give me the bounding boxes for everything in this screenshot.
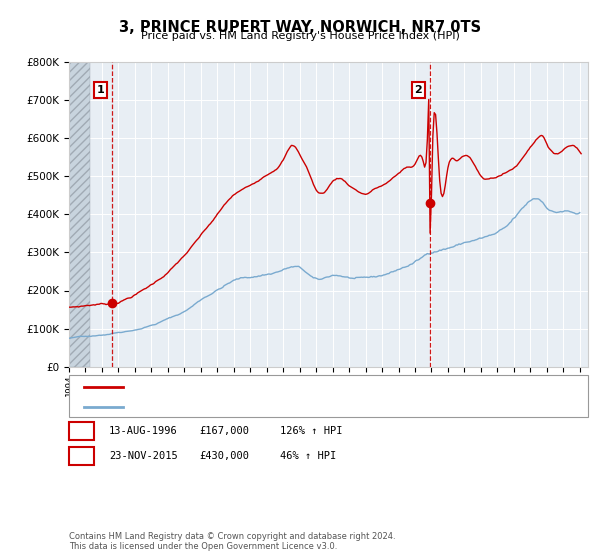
Text: This data is licensed under the Open Government Licence v3.0.: This data is licensed under the Open Gov… — [69, 542, 337, 551]
Text: 3, PRINCE RUPERT WAY, NORWICH, NR7 0TS: 3, PRINCE RUPERT WAY, NORWICH, NR7 0TS — [119, 20, 481, 35]
Text: 3, PRINCE RUPERT WAY, NORWICH, NR7 0TS (detached house): 3, PRINCE RUPERT WAY, NORWICH, NR7 0TS (… — [130, 382, 454, 392]
Text: 126% ↑ HPI: 126% ↑ HPI — [280, 426, 343, 436]
Text: 1: 1 — [97, 85, 104, 95]
Text: 13-AUG-1996: 13-AUG-1996 — [109, 426, 178, 436]
Text: £430,000: £430,000 — [199, 451, 249, 461]
Text: 2: 2 — [415, 85, 422, 95]
Text: HPI: Average price, detached house, Broadland: HPI: Average price, detached house, Broa… — [130, 402, 395, 412]
Text: Price paid vs. HM Land Registry's House Price Index (HPI): Price paid vs. HM Land Registry's House … — [140, 31, 460, 41]
Bar — [69, 62, 89, 367]
Text: Contains HM Land Registry data © Crown copyright and database right 2024.: Contains HM Land Registry data © Crown c… — [69, 532, 395, 541]
Text: 46% ↑ HPI: 46% ↑ HPI — [280, 451, 337, 461]
Text: £167,000: £167,000 — [199, 426, 249, 436]
Text: 23-NOV-2015: 23-NOV-2015 — [109, 451, 178, 461]
Text: 1: 1 — [78, 424, 85, 438]
Text: 2: 2 — [78, 450, 85, 463]
